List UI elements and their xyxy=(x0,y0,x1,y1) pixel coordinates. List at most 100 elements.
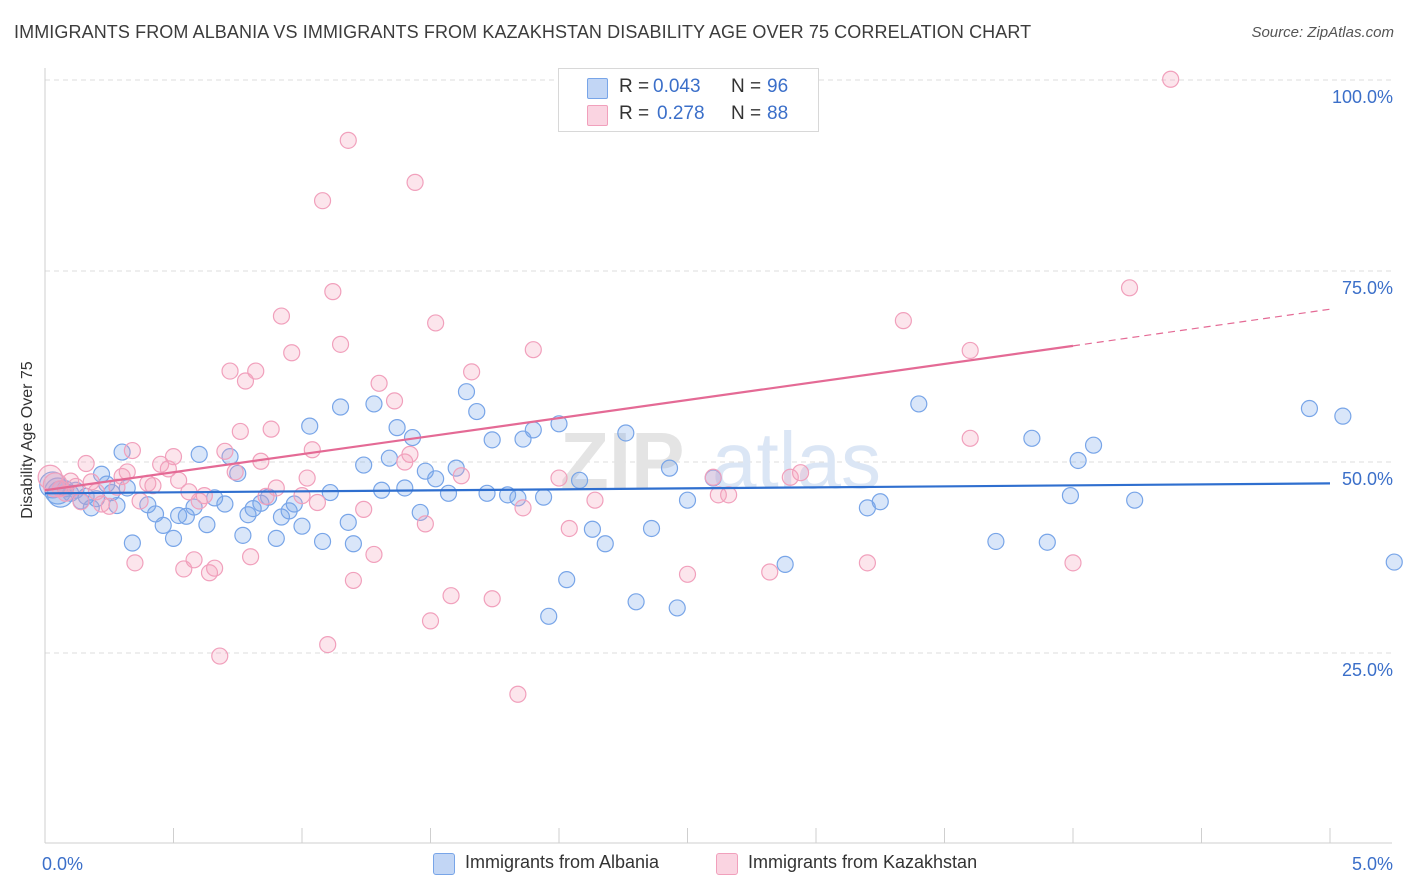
kazakhstan-point xyxy=(452,467,470,485)
albania-point xyxy=(540,607,558,625)
albania-point xyxy=(558,571,576,589)
albania-point xyxy=(483,431,501,449)
kazakhstan-point xyxy=(550,469,568,487)
tick-labels: 100.0% 75.0% 50.0% 25.0% 0.0% 5.0% xyxy=(42,87,1393,874)
y-tick-label: 75.0% xyxy=(1342,278,1393,298)
kazakhstan-point xyxy=(303,441,321,459)
kazakhstan-point xyxy=(355,500,373,518)
kazakhstan-point xyxy=(463,363,481,381)
kazakhstan-point xyxy=(704,468,722,486)
albania-point xyxy=(313,532,332,551)
kazakhstan-point xyxy=(560,519,578,538)
kazakhstan-point xyxy=(781,468,799,486)
kazakhstan-point xyxy=(313,192,332,210)
kazakhstan-point xyxy=(509,685,527,703)
albania-point xyxy=(164,529,183,548)
albania-point xyxy=(331,398,350,416)
kazakhstan-point xyxy=(365,545,383,564)
albania-point xyxy=(457,383,476,401)
kazakhstan-point xyxy=(385,392,404,410)
kazakhstan-point xyxy=(298,469,316,487)
legend-label: Immigrants from Kazakhstan xyxy=(748,852,978,872)
kazakhstan-point xyxy=(586,491,604,509)
albania-point xyxy=(1084,436,1103,454)
kazakhstan-point xyxy=(242,548,260,566)
albania-point xyxy=(534,488,553,506)
kazakhstan-point xyxy=(427,314,445,332)
kazakhstan-point xyxy=(324,283,342,301)
albania-point xyxy=(355,456,373,474)
albania-point xyxy=(301,417,319,435)
albania-point xyxy=(216,495,234,513)
legend-label: Immigrants from Albania xyxy=(465,852,660,872)
albania-point xyxy=(668,599,686,617)
albania-point xyxy=(344,535,362,553)
kazakhstan-point xyxy=(211,647,229,665)
kazakhstan-point xyxy=(236,372,255,390)
kazakhstan-point xyxy=(231,422,249,441)
kazakhstan-point xyxy=(293,487,311,505)
albania-point xyxy=(1023,429,1041,447)
kazakhstan-point xyxy=(1162,70,1180,88)
albania-point xyxy=(1385,553,1403,571)
axes xyxy=(44,68,1392,844)
albania-points xyxy=(39,383,1403,625)
x-tick-label: 5.0% xyxy=(1352,854,1393,874)
kazakhstan-point xyxy=(339,131,357,149)
n-label: N = xyxy=(731,103,762,124)
albania-point xyxy=(1038,533,1056,551)
kazakhstan-point xyxy=(126,554,144,572)
albania-point xyxy=(267,529,285,548)
r-label: R = xyxy=(619,103,650,124)
albania-point xyxy=(388,419,406,437)
kazakhstan-point xyxy=(247,362,265,380)
albania-point xyxy=(550,415,568,433)
albania-point xyxy=(293,517,311,535)
n-value: 88 xyxy=(767,103,789,124)
chart-title: IMMIGRANTS FROM ALBANIA VS IMMIGRANTS FR… xyxy=(14,22,1032,42)
kazakhstan-point xyxy=(483,590,501,608)
kazakhstan-point xyxy=(791,464,810,482)
kazakhstan-point xyxy=(961,341,979,360)
albania-point xyxy=(1126,491,1144,509)
kazakhstan-point xyxy=(331,335,350,353)
albania-point xyxy=(82,499,100,517)
kazakhstan-point xyxy=(514,499,532,517)
albania-point xyxy=(660,459,679,477)
kazakhstan-point xyxy=(123,441,141,460)
kazakhstan-point xyxy=(720,486,738,504)
kazakhstan-trend-extension xyxy=(1072,308,1331,347)
kazakhstan-point xyxy=(100,497,118,515)
kazakhstan-point xyxy=(416,515,434,533)
albania-point xyxy=(871,493,889,511)
kazakhstan-point xyxy=(858,554,877,572)
stats-box: R = 0.043 N = 96 R = 0.278 N = 88 xyxy=(558,68,819,132)
albania-point xyxy=(1069,451,1087,470)
albania-point xyxy=(365,395,383,413)
kazakhstan-point xyxy=(195,487,213,505)
r-value: 0.043 xyxy=(653,76,701,97)
kazakhstan-point xyxy=(319,635,337,654)
albania-point xyxy=(617,424,635,442)
albania-point xyxy=(627,593,645,611)
kazakhstan-point xyxy=(894,312,912,330)
kazakhstan-point xyxy=(226,463,244,481)
albania-point xyxy=(570,471,589,489)
kazakhstan-point xyxy=(118,463,136,481)
kazakhstan-point xyxy=(216,442,234,460)
source-label: Source: ZipAtlas.com xyxy=(1251,24,1394,41)
watermark-atlas: atlas xyxy=(712,416,881,505)
kazakhstan-point xyxy=(283,344,301,362)
kazakhstan-swatch xyxy=(587,105,608,126)
kazakhstan-point xyxy=(200,564,219,582)
y-tick-label: 50.0% xyxy=(1342,469,1393,489)
albania-point xyxy=(678,491,697,509)
albania-point xyxy=(910,395,928,413)
albania-point xyxy=(987,532,1005,551)
r-label: R = xyxy=(619,76,650,97)
kazakhstan-point xyxy=(144,477,162,495)
albania-legend-swatch xyxy=(433,853,455,875)
albania-swatch xyxy=(587,78,608,99)
kazakhstan-point xyxy=(221,362,239,380)
y-tick-label: 100.0% xyxy=(1332,87,1393,107)
